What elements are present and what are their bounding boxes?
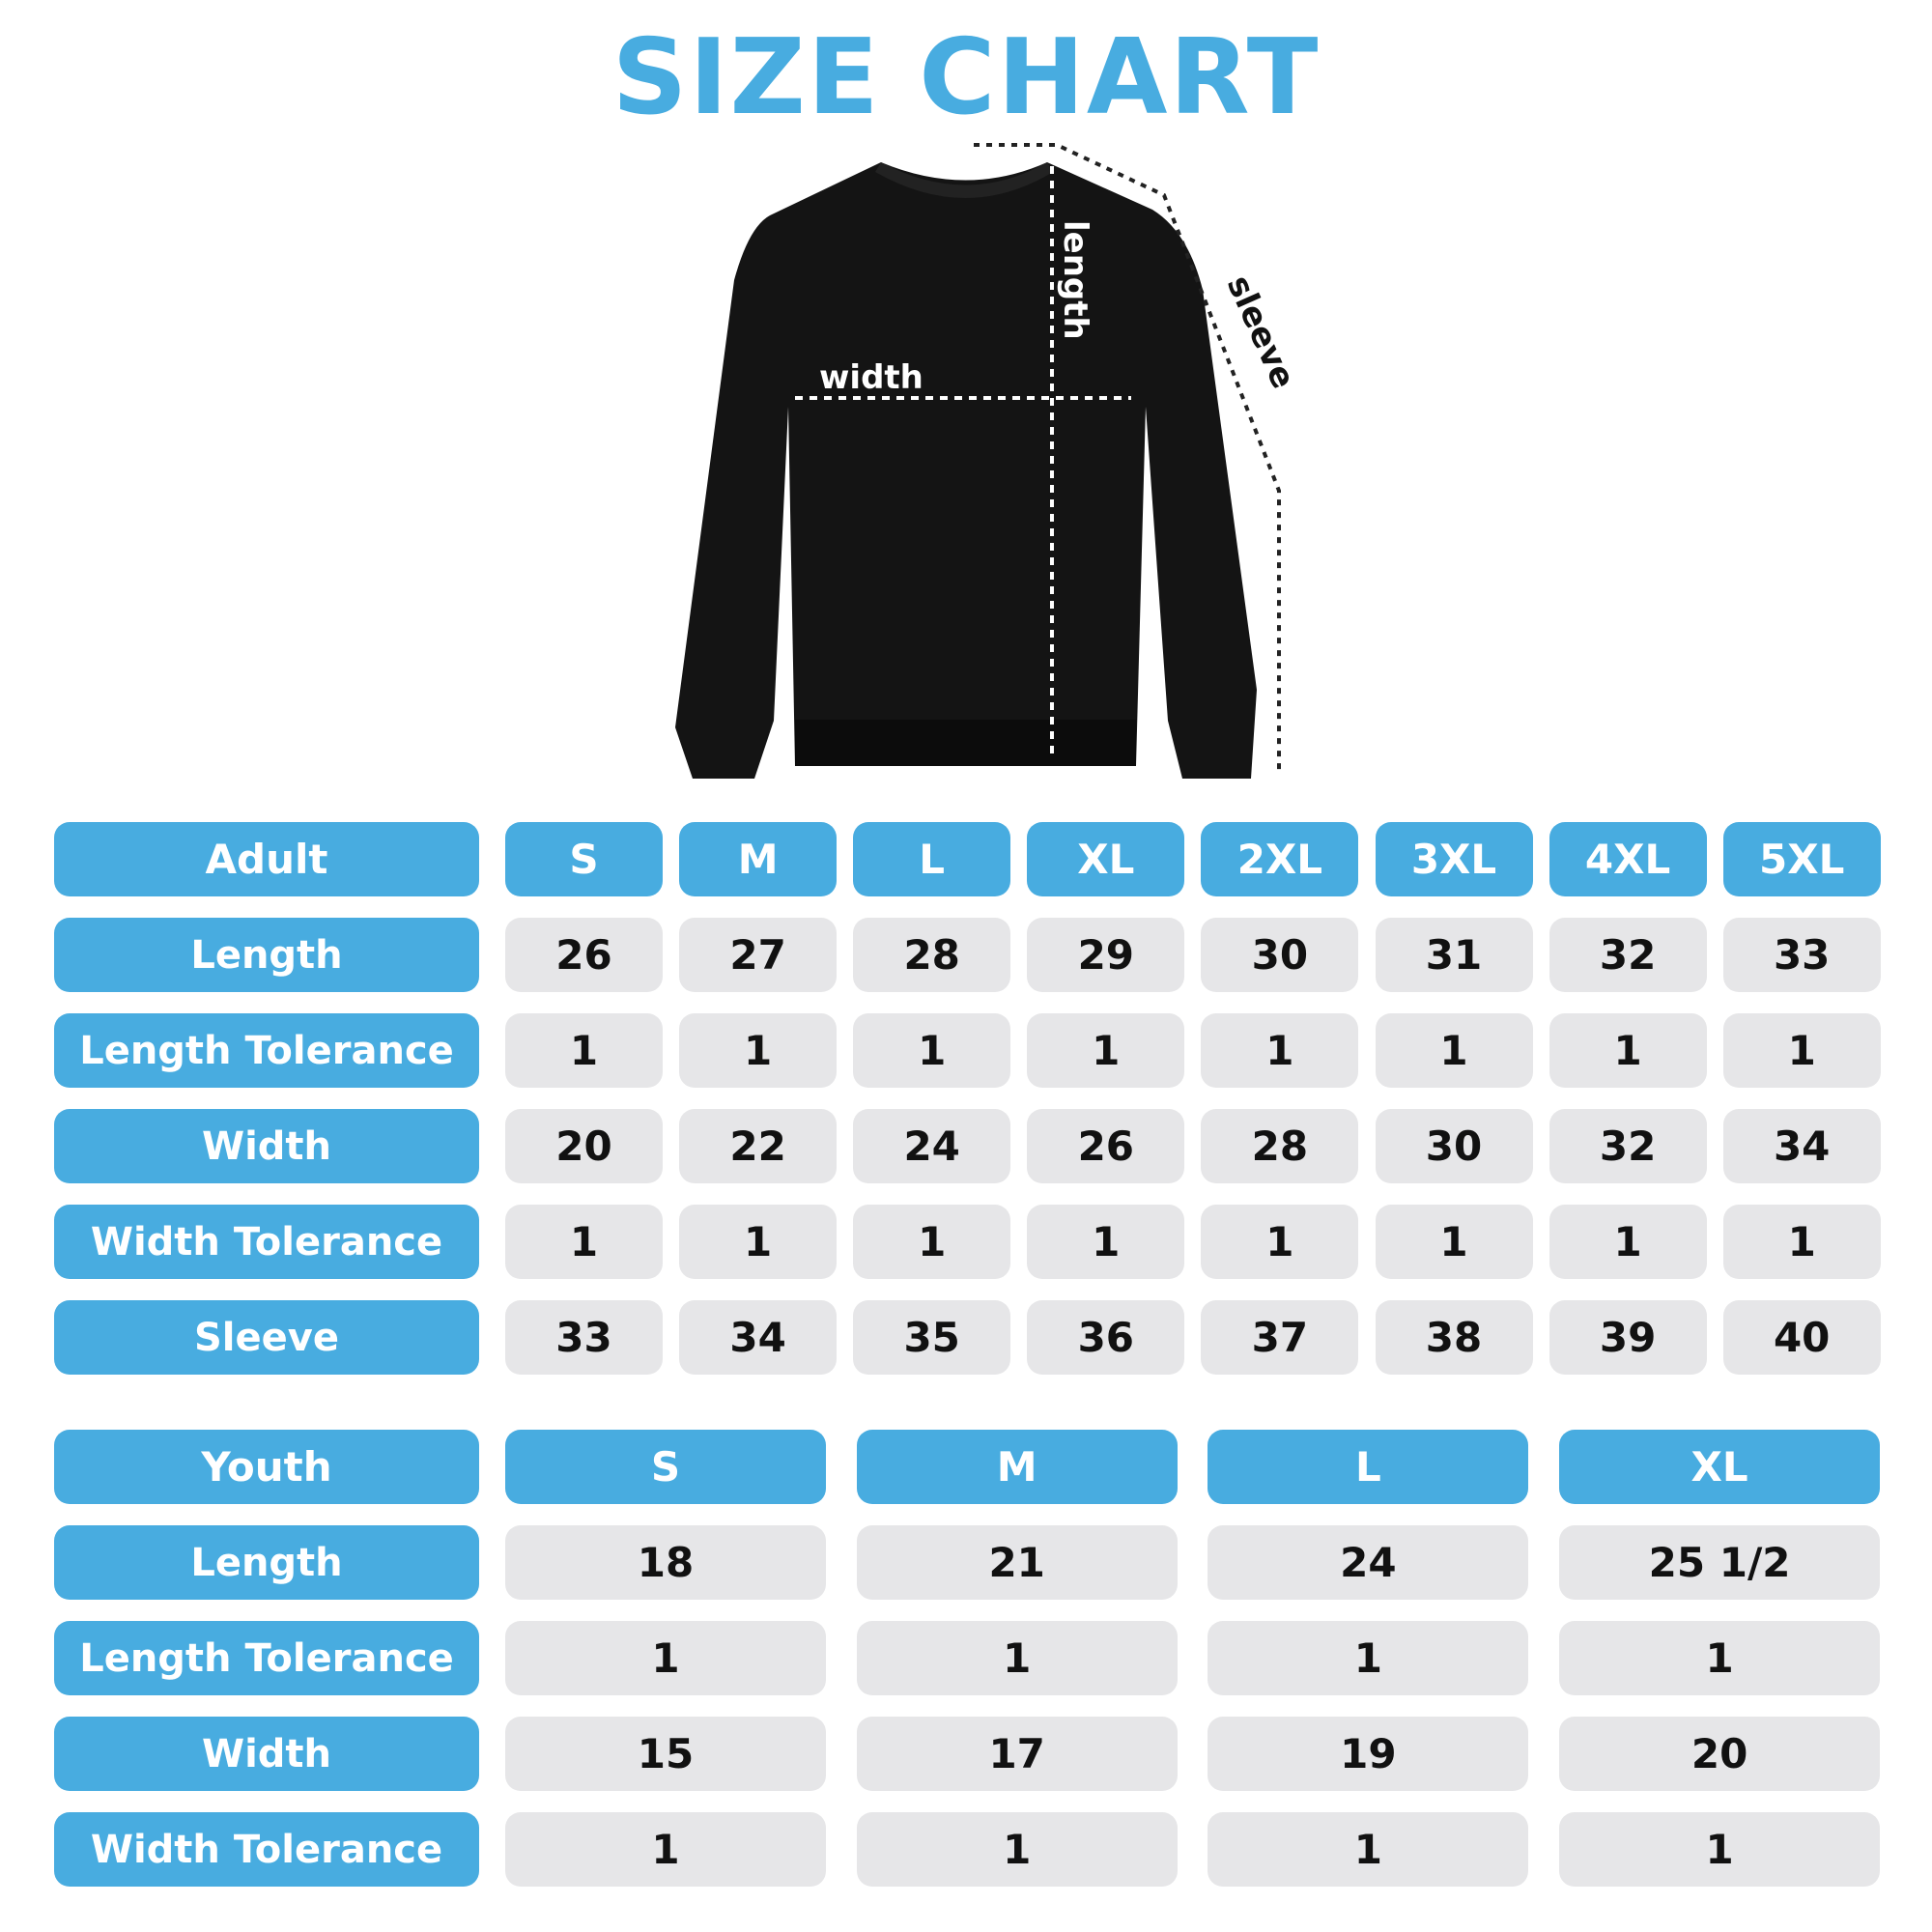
table-cell: 34	[1722, 1109, 1881, 1183]
table-cell: 30	[1201, 918, 1359, 992]
row-label: Width	[54, 1717, 479, 1791]
row-label: Length	[54, 918, 479, 992]
size-header-xl: XL	[1027, 822, 1185, 896]
table-cell: 1	[1375, 1013, 1533, 1088]
size-header-s: S	[505, 1430, 826, 1504]
table-cell: 1	[1722, 1013, 1881, 1088]
width-label: width	[819, 358, 923, 397]
table-cell: 24	[1208, 1525, 1529, 1600]
table-cell: 1	[1559, 1621, 1881, 1695]
table-cell: 18	[505, 1525, 826, 1600]
table-cell: 36	[1027, 1300, 1185, 1375]
row-label: Width	[54, 1109, 479, 1183]
table-cell: 17	[856, 1717, 1178, 1791]
size-header-m: M	[856, 1430, 1178, 1504]
row-label: Length	[54, 1525, 479, 1600]
sleeve-measure-line	[974, 143, 1281, 770]
row-label: Width Tolerance	[54, 1205, 479, 1279]
adult-header-label: Adult	[54, 822, 479, 896]
table-cell: 26	[505, 918, 663, 992]
table-cell: 1	[1559, 1812, 1881, 1887]
table-cell: 1	[679, 1205, 838, 1279]
size-header-s: S	[505, 822, 663, 896]
table-cell: 25 1/2	[1559, 1525, 1881, 1600]
table-cell: 30	[1375, 1109, 1533, 1183]
size-header-l: L	[853, 822, 1011, 896]
table-cell: 1	[853, 1205, 1011, 1279]
table-cell: 15	[505, 1717, 826, 1791]
table-cell: 1	[853, 1013, 1011, 1088]
table-cell: 21	[856, 1525, 1178, 1600]
table-cell: 22	[679, 1109, 838, 1183]
table-cell: 37	[1201, 1300, 1359, 1375]
sweater-diagram: width length sleeve	[675, 143, 1303, 779]
collar	[875, 162, 1053, 198]
size-header-xl: XL	[1559, 1430, 1881, 1504]
table-cell: 33	[505, 1300, 663, 1375]
table-cell: 32	[1548, 1109, 1707, 1183]
table-cell: 39	[1548, 1300, 1707, 1375]
table-cell: 26	[1027, 1109, 1185, 1183]
table-cell: 20	[1559, 1717, 1881, 1791]
table-cell: 35	[853, 1300, 1011, 1375]
table-cell: 40	[1722, 1300, 1881, 1375]
table-cell: 1	[679, 1013, 838, 1088]
table-cell: 1	[1208, 1812, 1529, 1887]
table-cell: 28	[1201, 1109, 1359, 1183]
row-label: Width Tolerance	[54, 1812, 479, 1887]
table-cell: 1	[856, 1812, 1178, 1887]
table-cell: 1	[1027, 1205, 1185, 1279]
size-header-2xl: 2XL	[1201, 822, 1359, 896]
table-cell: 1	[1201, 1205, 1359, 1279]
size-header-l: L	[1208, 1430, 1529, 1504]
table-cell: 29	[1027, 918, 1185, 992]
sweater-illustration	[675, 162, 1257, 779]
table-cell: 1	[1548, 1013, 1707, 1088]
table-cell: 33	[1722, 918, 1881, 992]
size-header-3xl: 3XL	[1375, 822, 1533, 896]
table-cell: 1	[1375, 1205, 1533, 1279]
youth-header-label: Youth	[54, 1430, 479, 1504]
table-cell: 24	[853, 1109, 1011, 1183]
table-cell: 1	[505, 1812, 826, 1887]
table-cell: 32	[1548, 918, 1707, 992]
table-cell: 1	[1201, 1013, 1359, 1088]
table-cell: 1	[1548, 1205, 1707, 1279]
length-label: length	[1056, 220, 1094, 340]
table-cell: 38	[1375, 1300, 1533, 1375]
table-cell: 28	[853, 918, 1011, 992]
table-cell: 31	[1375, 918, 1533, 992]
page-title: SIZE CHART	[611, 17, 1321, 138]
size-header-4xl: 4XL	[1548, 822, 1707, 896]
table-cell: 27	[679, 918, 838, 992]
table-cell: 1	[1722, 1205, 1881, 1279]
size-header-5xl: 5XL	[1722, 822, 1881, 896]
hem-band	[795, 720, 1136, 766]
row-label: Length Tolerance	[54, 1621, 479, 1695]
sleeve-label: sleeve	[1219, 270, 1303, 394]
table-cell: 1	[1208, 1621, 1529, 1695]
size-header-m: M	[679, 822, 838, 896]
table-cell: 1	[856, 1621, 1178, 1695]
table-cell: 1	[505, 1013, 663, 1088]
table-cell: 1	[505, 1621, 826, 1695]
row-label: Length Tolerance	[54, 1013, 479, 1088]
table-cell: 20	[505, 1109, 663, 1183]
table-cell: 19	[1208, 1717, 1529, 1791]
row-label: Sleeve	[54, 1300, 479, 1375]
table-cell: 1	[505, 1205, 663, 1279]
table-cell: 34	[679, 1300, 838, 1375]
table-cell: 1	[1027, 1013, 1185, 1088]
